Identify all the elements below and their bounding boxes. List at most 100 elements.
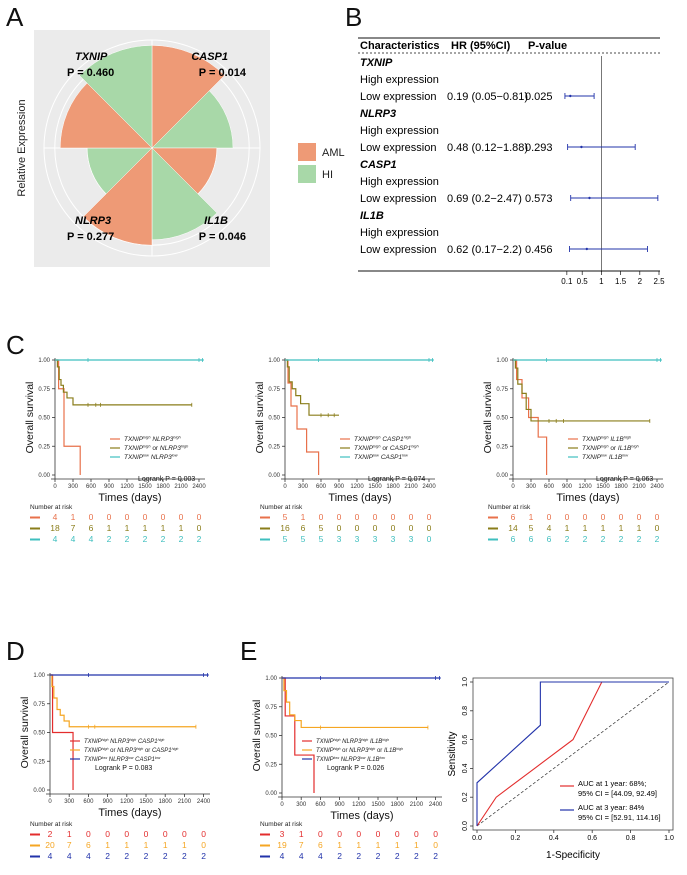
risk-cell: 0	[319, 512, 324, 522]
roc-ytick-label: 0.0	[462, 821, 469, 831]
risk-cell: 0	[427, 534, 432, 544]
risk-cell: 2	[201, 851, 206, 861]
risk-cell: 0	[583, 512, 588, 522]
km-xtick-label: 0	[53, 484, 57, 490]
km-legend-label-2: TXNIPlow​ IL1Blow​	[582, 453, 629, 461]
risk-cell: 0	[197, 512, 202, 522]
km-ytick-label: 0.00	[496, 473, 508, 479]
roc-ylabel: Sensitivity	[447, 731, 458, 776]
km-xtick-label: 300	[296, 802, 307, 808]
risk-cell: 4	[53, 512, 58, 522]
km-ytick-label: 0.25	[38, 444, 50, 450]
km-legend-label-2: TXNIPlow​ NLRP3low​ IL1Blow​	[316, 756, 385, 763]
km-ytick-label: 0.25	[265, 762, 277, 768]
km-xtick-label: 2400	[429, 802, 443, 808]
km-xtick-label: 600	[83, 799, 94, 805]
risk-cell: 1	[67, 829, 72, 839]
row-p-il1b: 0.456	[525, 244, 553, 256]
km-xtick-label: 2100	[632, 484, 646, 490]
risk-cell: 0	[163, 829, 168, 839]
roc-curve-1	[476, 681, 669, 826]
roc-legend-line1-1: AUC at 3 year: 84%	[578, 803, 645, 812]
risk-cell: 0	[86, 829, 91, 839]
risk-cell: 1	[395, 840, 400, 850]
row-p-nlrp3: 0.293	[525, 142, 553, 154]
risk-cell: 0	[619, 512, 624, 522]
panel-a-ylabel: Relative Expression	[16, 99, 28, 196]
risk-cell: 0	[427, 523, 432, 533]
risk-cell: 0	[637, 512, 642, 522]
risk-cell: 1	[583, 523, 588, 533]
risk-cell: 2	[337, 851, 342, 861]
risk-cell: 1	[125, 523, 130, 533]
legend-label-hi: HI	[322, 169, 333, 181]
risk-cell: 1	[143, 523, 148, 533]
km-ylabel: Overall survival	[19, 697, 31, 769]
km-ytick-label: 1.00	[38, 358, 50, 364]
km-panel-c2: 0.000.250.500.751.000 300 600 900 1200 1500 18…	[254, 358, 436, 544]
risk-cell: 5	[301, 534, 306, 544]
risk-cell: 0	[655, 512, 660, 522]
risk-cell: 0	[409, 523, 414, 533]
km-xtick-label: 900	[335, 802, 346, 808]
risk-title: Number at risk	[260, 504, 303, 511]
km-ytick-label: 0.00	[33, 788, 45, 794]
risk-cell: 2	[433, 851, 438, 861]
km-xtick-label: 2400	[197, 799, 211, 805]
risk-cell: 3	[280, 829, 285, 839]
km-xtick-label: 1800	[614, 484, 628, 490]
risk-cell: 2	[105, 851, 110, 861]
km-logrank: Logrank P = 0.083	[95, 765, 152, 772]
risk-cell: 1	[601, 523, 606, 533]
km-ytick-label: 0.00	[268, 473, 280, 479]
risk-cell: 0	[337, 512, 342, 522]
wedge-aml-casp1	[151, 45, 225, 149]
km-xtick-label: 900	[562, 484, 573, 490]
row-hr-il1b: 0.62 (0.17−2.2)	[447, 244, 522, 256]
km-ytick-label: 0.25	[268, 444, 280, 450]
risk-cell: 0	[547, 512, 552, 522]
roc-xtick-label: 0.0	[472, 835, 482, 842]
risk-title: Number at risk	[260, 821, 303, 828]
km-xtick-label: 1200	[120, 799, 134, 805]
risk-cell: 0	[373, 523, 378, 533]
risk-cell: 1	[637, 523, 642, 533]
risk-cell: 0	[391, 512, 396, 522]
risk-cell: 1	[179, 523, 184, 533]
km-xtick-label: 2100	[404, 484, 418, 490]
km-curve-0	[285, 359, 320, 475]
km-xtick-label: 600	[544, 484, 555, 490]
km-xtick-label: 600	[86, 484, 97, 490]
row-high-label: High expression	[360, 176, 439, 188]
forest-tick-label: 2.5	[653, 277, 665, 286]
risk-cell: 2	[414, 851, 419, 861]
risk-cell: 0	[89, 512, 94, 522]
panel-letter-a: A	[6, 2, 24, 32]
km-ylabel: Overall survival	[254, 382, 266, 454]
risk-cell: 1	[182, 840, 187, 850]
km-xlabel: Times (days)	[98, 492, 161, 504]
risk-cell: 2	[143, 534, 148, 544]
km-curve-1	[285, 359, 339, 416]
risk-cell: 0	[356, 829, 361, 839]
row-low-label: Low expression	[360, 142, 436, 154]
risk-cell: 1	[301, 512, 306, 522]
risk-cell: 19	[277, 840, 287, 850]
risk-cell: 0	[105, 829, 110, 839]
km-ylabel: Overall survival	[24, 382, 36, 454]
risk-cell: 0	[318, 829, 323, 839]
km-logrank: Logrank P = 0.026	[327, 765, 384, 772]
risk-cell: 6	[318, 840, 323, 850]
panel-a-radar-chart: TXNIP P = 0.460 CASP1 P = 0.014 NLRP3 P = 0.2…	[16, 30, 345, 267]
risk-cell: 2	[125, 534, 130, 544]
risk-cell: 2	[197, 534, 202, 544]
wedge-hi-casp1	[151, 90, 234, 149]
risk-cell: 0	[182, 829, 187, 839]
risk-cell: 1	[124, 840, 129, 850]
risk-cell: 2	[376, 851, 381, 861]
risk-cell: 16	[280, 523, 290, 533]
row-low-label: Low expression	[360, 91, 436, 103]
km-ytick-label: 1.00	[265, 676, 277, 682]
risk-cell: 5	[283, 534, 288, 544]
forest-tick-label: 1	[599, 277, 604, 286]
